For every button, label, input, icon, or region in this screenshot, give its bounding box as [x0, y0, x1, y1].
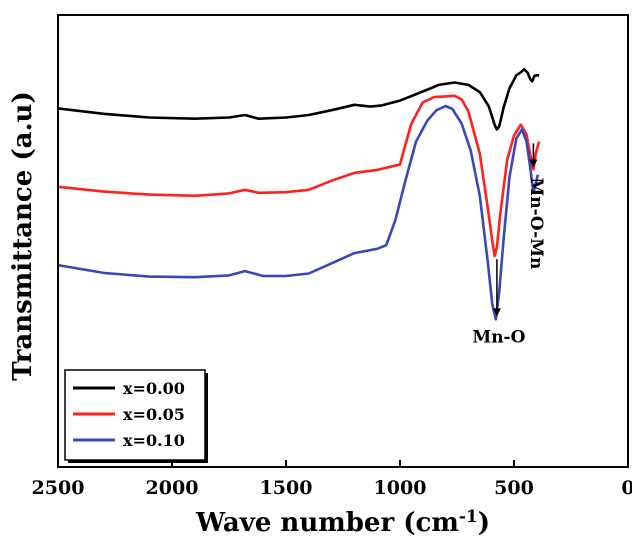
annotation-arrow-head [529, 159, 538, 168]
plot-lines [57, 67, 541, 321]
series-line-2 [57, 104, 540, 321]
x-tick-label: 500 [494, 477, 534, 499]
plot-frame [57, 14, 629, 468]
series-line-1 [57, 94, 541, 258]
x-tick-label: 1000 [374, 477, 427, 499]
x-axis-label: Wave number (cm-1) [195, 507, 490, 538]
annotation-mn-o-mn: Mn-O-Mn [526, 177, 546, 269]
annotation-mn-o: Mn-O [472, 327, 525, 347]
legend: x=0.00 x=0.05 x=0.10 [64, 369, 208, 463]
x-tick-label: 2000 [146, 477, 199, 499]
x-tick-label: 2500 [32, 477, 85, 499]
series-line-0 [57, 67, 540, 131]
x-axis-ticks: 2500 2000 1500 1000 500 0 [32, 460, 632, 499]
y-axis-label: Transmittance (a.u) [8, 91, 38, 381]
legend-label-0: x=0.00 [123, 379, 185, 398]
legend-label-2: x=0.10 [123, 431, 185, 450]
x-tick-label: 0 [621, 477, 632, 499]
legend-label-1: x=0.05 [123, 405, 185, 424]
annotation-arrow-head [492, 308, 501, 317]
x-tick-label: 1500 [260, 477, 313, 499]
annotations: Mn-O Mn-O-Mn [472, 143, 546, 347]
